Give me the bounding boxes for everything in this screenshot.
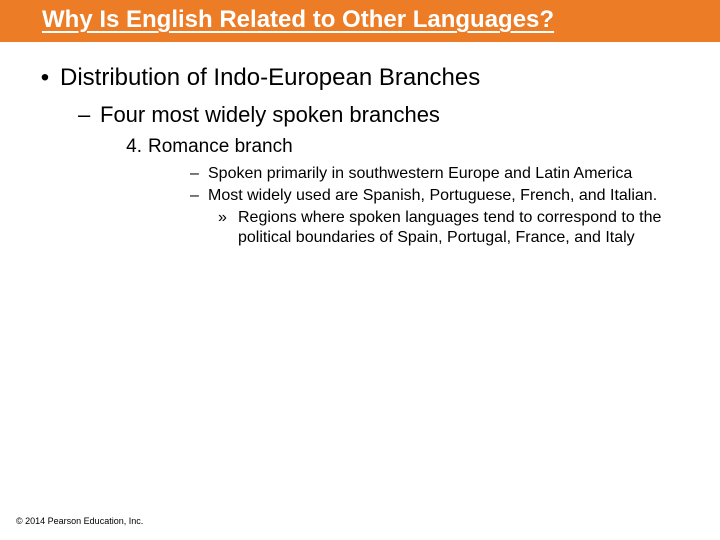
level4-item: – Spoken primarily in southwestern Europ…: [190, 164, 690, 184]
level3-item: 4. Romance branch: [120, 136, 690, 158]
level1-item: • Distribution of Indo-European Branches: [30, 64, 690, 92]
slide-content: • Distribution of Indo-European Branches…: [0, 42, 720, 248]
level1-text: Distribution of Indo-European Branches: [60, 64, 480, 92]
copyright-text: © 2014 Pearson Education, Inc.: [16, 516, 143, 526]
dash-icon: –: [190, 186, 208, 206]
sub-mark-icon: »: [218, 208, 238, 248]
dash-icon: –: [190, 164, 208, 184]
level3-text: Romance branch: [148, 136, 293, 158]
level2-item: – Four most widely spoken branches: [78, 102, 690, 128]
slide-title: Why Is English Related to Other Language…: [0, 6, 720, 34]
list-number: 4.: [120, 136, 148, 158]
level5-text: Regions where spoken languages tend to c…: [238, 208, 690, 248]
level4-text-a: Spoken primarily in southwestern Europe …: [208, 164, 632, 184]
level4-text-b: Most widely used are Spanish, Portuguese…: [208, 186, 657, 206]
bullet-icon: •: [30, 64, 60, 92]
level5-item: » Regions where spoken languages tend to…: [218, 208, 690, 248]
dash-icon: –: [78, 102, 100, 128]
level4-item: – Most widely used are Spanish, Portugue…: [190, 186, 690, 206]
level2-text: Four most widely spoken branches: [100, 102, 440, 128]
title-bar: Why Is English Related to Other Language…: [0, 0, 720, 42]
